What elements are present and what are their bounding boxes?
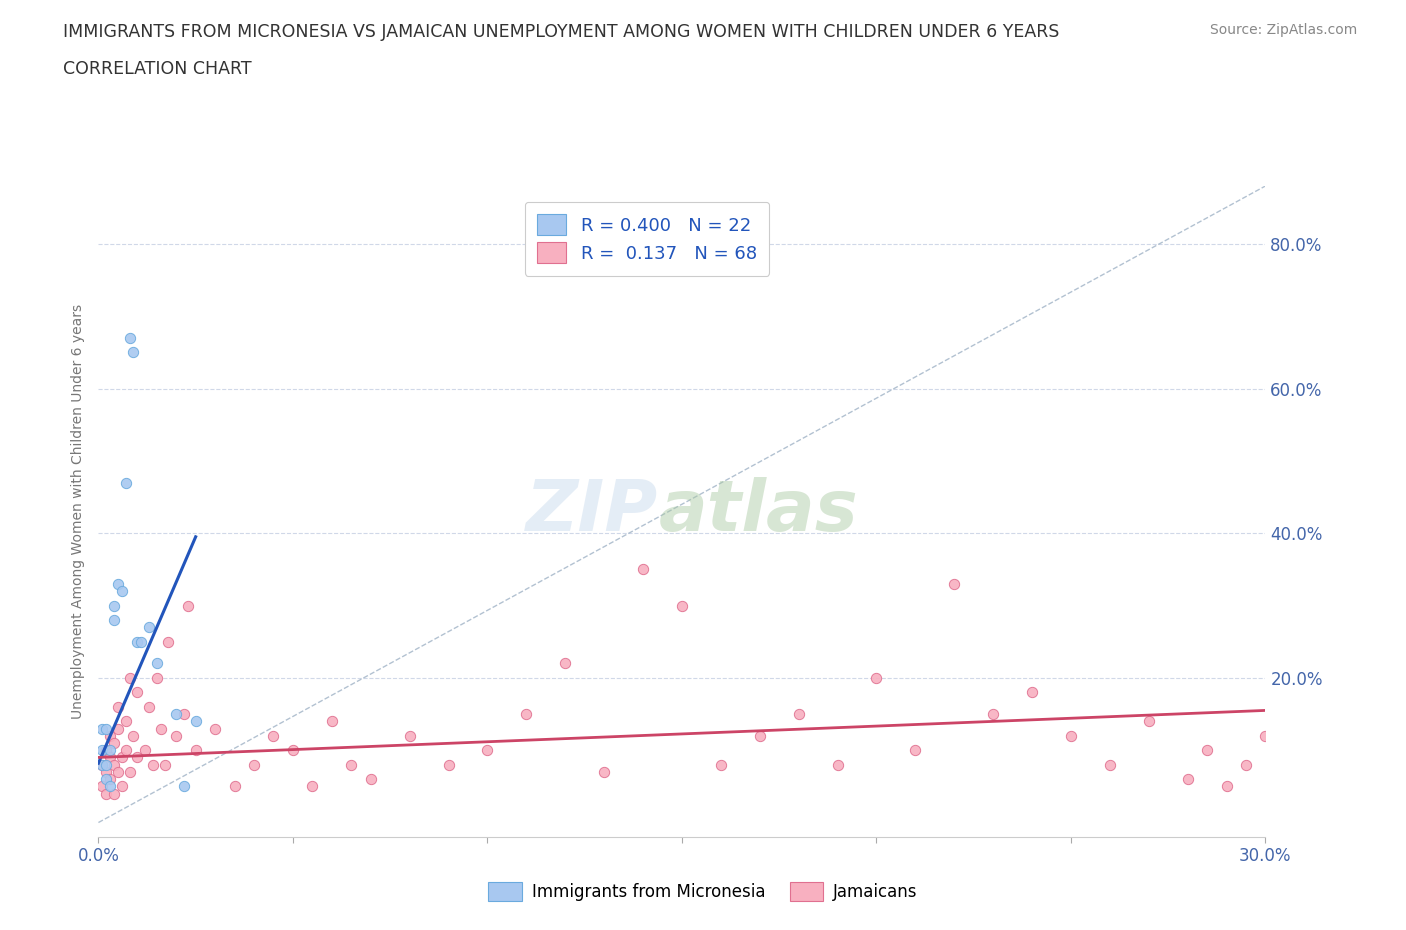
Point <box>98 743 121 758</box>
Point <box>943 577 966 591</box>
Point <box>98 772 121 787</box>
Point <box>262 728 284 743</box>
Point <box>96 786 118 801</box>
Point <box>138 619 160 634</box>
Point <box>153 757 176 772</box>
Point <box>107 577 129 591</box>
Point <box>1195 743 1218 758</box>
Point <box>1234 757 1257 772</box>
Point <box>146 671 169 685</box>
Point <box>904 743 927 758</box>
Point <box>173 779 195 794</box>
Point <box>118 671 141 685</box>
Point <box>301 779 323 794</box>
Point <box>96 772 118 787</box>
Point <box>593 764 616 779</box>
Point <box>96 764 118 779</box>
Point <box>91 757 114 772</box>
Point <box>111 779 134 794</box>
Point <box>398 728 420 743</box>
Point <box>127 634 149 649</box>
Point <box>103 736 125 751</box>
Point <box>173 707 195 722</box>
Point <box>1021 684 1043 699</box>
Point <box>177 598 200 613</box>
Point <box>477 743 499 758</box>
Point <box>184 743 207 758</box>
Point <box>157 634 180 649</box>
Point <box>127 684 149 699</box>
Point <box>98 728 121 743</box>
Point <box>827 757 849 772</box>
Point <box>1177 772 1199 787</box>
Legend: R = 0.400   N = 22, R =  0.137   N = 68: R = 0.400 N = 22, R = 0.137 N = 68 <box>524 202 769 276</box>
Point <box>149 721 172 736</box>
Point <box>981 707 1004 722</box>
Point <box>184 714 207 729</box>
Point <box>114 475 136 490</box>
Point <box>437 757 460 772</box>
Point <box>204 721 226 736</box>
Point <box>122 345 145 360</box>
Point <box>103 757 125 772</box>
Point <box>165 707 187 722</box>
Point <box>118 330 141 345</box>
Point <box>138 699 160 714</box>
Text: ZIP: ZIP <box>526 477 658 546</box>
Point <box>671 598 693 613</box>
Text: Source: ZipAtlas.com: Source: ZipAtlas.com <box>1209 23 1357 37</box>
Point <box>146 656 169 671</box>
Point <box>114 743 136 758</box>
Point <box>107 699 129 714</box>
Point <box>96 757 118 772</box>
Point <box>243 757 266 772</box>
Point <box>103 786 125 801</box>
Point <box>103 598 125 613</box>
Point <box>129 634 152 649</box>
Text: atlas: atlas <box>658 477 858 546</box>
Point <box>134 743 156 758</box>
Point <box>122 728 145 743</box>
Point <box>1137 714 1160 729</box>
Legend: Immigrants from Micronesia, Jamaicans: Immigrants from Micronesia, Jamaicans <box>481 875 925 908</box>
Point <box>748 728 770 743</box>
Point <box>787 707 810 722</box>
Point <box>111 584 134 599</box>
Point <box>96 721 118 736</box>
Point <box>1215 779 1237 794</box>
Point <box>865 671 887 685</box>
Point <box>91 779 114 794</box>
Point <box>91 757 114 772</box>
Point <box>142 757 165 772</box>
Point <box>321 714 343 729</box>
Point <box>1254 728 1277 743</box>
Point <box>631 562 654 577</box>
Point <box>107 721 129 736</box>
Point <box>165 728 187 743</box>
Text: CORRELATION CHART: CORRELATION CHART <box>63 60 252 78</box>
Point <box>98 779 121 794</box>
Point <box>340 757 363 772</box>
Point <box>710 757 733 772</box>
Point <box>554 656 576 671</box>
Point <box>127 750 149 764</box>
Point <box>98 750 121 764</box>
Point <box>1098 757 1121 772</box>
Text: IMMIGRANTS FROM MICRONESIA VS JAMAICAN UNEMPLOYMENT AMONG WOMEN WITH CHILDREN UN: IMMIGRANTS FROM MICRONESIA VS JAMAICAN U… <box>63 23 1060 41</box>
Point <box>96 743 118 758</box>
Point <box>515 707 537 722</box>
Point <box>91 721 114 736</box>
Point <box>281 743 304 758</box>
Point <box>360 772 382 787</box>
Y-axis label: Unemployment Among Women with Children Under 6 years: Unemployment Among Women with Children U… <box>72 304 86 719</box>
Point <box>103 613 125 628</box>
Point <box>107 764 129 779</box>
Point <box>91 743 114 758</box>
Point <box>118 764 141 779</box>
Point <box>114 714 136 729</box>
Point <box>111 750 134 764</box>
Point <box>1060 728 1083 743</box>
Point <box>224 779 246 794</box>
